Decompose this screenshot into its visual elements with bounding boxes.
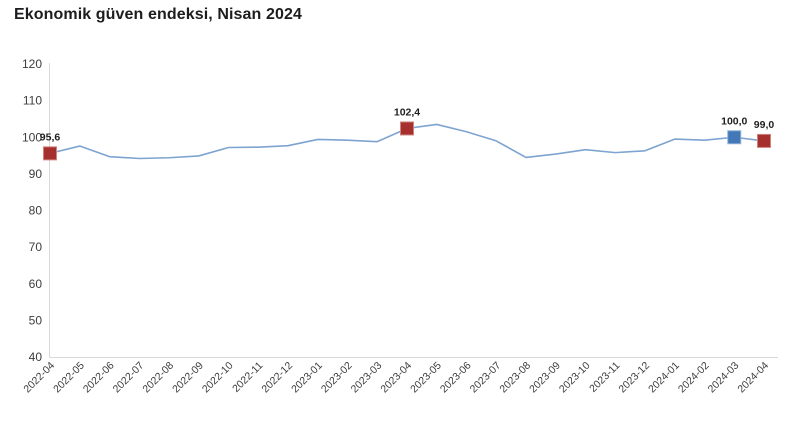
x-axis-tick-label: 2024-01 — [646, 360, 682, 396]
x-axis-tick-label: 2022-05 — [51, 360, 87, 396]
y-axis-tick-label: 80 — [29, 204, 43, 218]
x-axis-tick-label: 2023-11 — [587, 360, 622, 395]
data-point-marker — [400, 121, 414, 136]
x-axis-tick-label: 2022-10 — [200, 360, 236, 396]
x-axis-tick-label: 2022-12 — [259, 360, 295, 396]
y-axis-tick-label: 120 — [22, 57, 42, 71]
x-axis-tick-label: 2022-09 — [170, 360, 206, 396]
x-axis-tick-label: 2022-07 — [111, 360, 147, 396]
chart-title: Ekonomik güven endeksi, Nisan 2024 — [14, 6, 302, 23]
x-axis-tick-label: 2022-04 — [21, 360, 57, 396]
x-axis-tick-label: 2023-01 — [289, 360, 325, 396]
x-axis-tick-label: 2023-04 — [378, 360, 414, 396]
x-axis-tick-label: 2023-02 — [319, 360, 355, 396]
data-point-label: 100,0 — [721, 115, 747, 127]
x-axis-tick-label: 2024-03 — [706, 360, 742, 396]
x-axis-tick-label: 2022-06 — [81, 360, 117, 396]
x-axis-tick-label: 2023-05 — [408, 360, 444, 396]
x-axis-tick-label: 2024-04 — [735, 360, 771, 396]
x-axis-tick-label: 2024-02 — [676, 360, 712, 396]
y-axis-tick-label: 60 — [29, 277, 43, 291]
data-point-marker — [43, 146, 57, 161]
y-axis-tick-label: 100 — [22, 130, 42, 144]
data-point-label: 99,0 — [754, 119, 775, 131]
x-axis-tick-label: 2023-03 — [349, 360, 385, 396]
data-point-marker — [757, 133, 771, 148]
y-axis-tick-label: 40 — [29, 350, 43, 364]
x-axis-tick-label: 2023-10 — [557, 360, 593, 396]
y-axis-tick-label: 110 — [23, 94, 42, 108]
data-point-label: 95,6 — [40, 131, 61, 143]
data-point-marker — [727, 130, 742, 145]
x-axis-tick-label: 2023-07 — [468, 360, 504, 396]
x-axis-tick-label: 2023-09 — [527, 360, 563, 396]
y-axis-tick-label: 90 — [29, 167, 43, 181]
x-axis-tick-label: 2022-11 — [230, 360, 265, 395]
x-axis-tick-label: 2023-08 — [497, 360, 533, 396]
y-axis-tick-label: 50 — [29, 313, 43, 327]
data-point-label: 102,4 — [394, 106, 420, 118]
x-axis-tick-label: 2023-12 — [616, 360, 652, 396]
y-axis-tick-label: 70 — [29, 240, 43, 254]
x-axis-tick-label: 2022-08 — [140, 360, 176, 396]
x-axis-tick-label: 2023-06 — [438, 360, 474, 396]
